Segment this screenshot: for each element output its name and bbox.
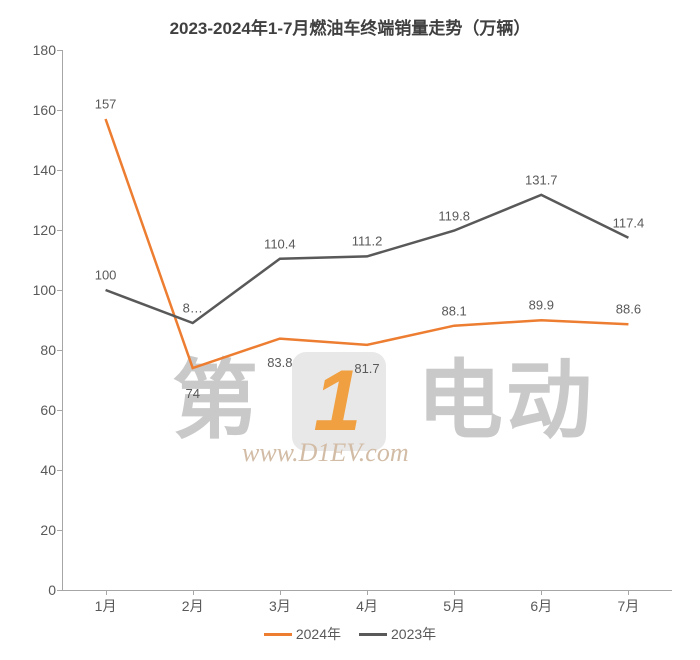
y-tick-label: 60 (40, 402, 62, 418)
data-label: 8… (183, 301, 203, 316)
y-tick-label: 80 (40, 342, 62, 358)
data-label: 88.1 (441, 303, 466, 318)
legend: 2024年 2023年 (0, 624, 700, 644)
y-tick-label: 100 (33, 282, 62, 298)
line-chart: 2023-2024年1-7月燃油车终端销量走势（万辆） 第 1 电动 www.D… (0, 0, 700, 660)
data-label: 117.4 (613, 215, 645, 230)
data-label: 83.8 (267, 355, 292, 370)
data-label: 131.7 (525, 172, 558, 187)
x-tick-label: 6月 (530, 590, 552, 616)
y-tick-label: 40 (40, 462, 62, 478)
legend-label: 2024年 (296, 624, 341, 644)
legend-item: 2024年 (264, 624, 341, 644)
data-label: 119.8 (438, 208, 470, 223)
data-label: 89.9 (529, 298, 554, 313)
legend-item: 2023年 (359, 624, 436, 644)
y-axis (62, 50, 63, 590)
y-tick-label: 20 (40, 522, 62, 538)
data-label: 110.4 (264, 236, 296, 251)
y-tick-label: 120 (33, 222, 62, 238)
x-tick-label: 1月 (95, 590, 117, 616)
chart-title: 2023-2024年1-7月燃油车终端销量走势（万辆） (0, 14, 700, 39)
y-tick-label: 160 (33, 102, 62, 118)
data-label: 100 (95, 268, 117, 283)
data-label: 111.2 (352, 234, 383, 249)
y-tick-label: 0 (48, 582, 62, 598)
x-tick-label: 3月 (269, 590, 291, 616)
data-label: 88.6 (616, 302, 641, 317)
chart-lines-svg (62, 50, 672, 590)
y-tick-label: 140 (33, 162, 62, 178)
x-tick-label: 4月 (356, 590, 378, 616)
data-label: 157 (95, 97, 117, 112)
legend-label: 2023年 (391, 624, 436, 644)
plot-area: 第 1 电动 www.D1EV.com 02040608010012014016… (62, 50, 672, 590)
data-label: 81.7 (354, 361, 379, 376)
y-tick-label: 180 (33, 42, 62, 58)
x-tick-label: 5月 (443, 590, 465, 616)
legend-swatch (264, 633, 292, 636)
x-tick-label: 2月 (182, 590, 204, 616)
data-label: 74 (185, 386, 199, 401)
legend-swatch (359, 633, 387, 636)
x-tick-label: 7月 (618, 590, 640, 616)
